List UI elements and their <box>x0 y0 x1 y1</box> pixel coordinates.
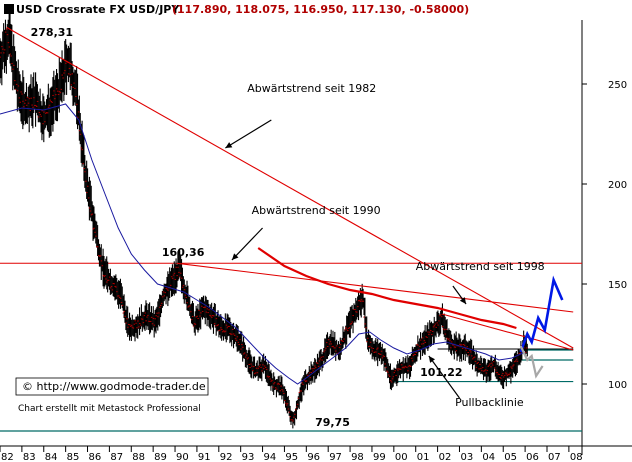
annotation-label: 79,75 <box>315 416 350 429</box>
y-tick-label: 100 <box>608 380 627 391</box>
credit-box <box>15 377 209 396</box>
y-tick-label: 150 <box>608 280 627 291</box>
moving-average-line <box>0 103 526 385</box>
x-tick-label: 05 <box>504 452 517 462</box>
software-credit: Chart erstellt mit Metastock Professiona… <box>18 404 201 414</box>
x-tick-label: 90 <box>176 452 189 462</box>
copyright-credit: © http://www.godmode-trader.de <box>22 380 206 393</box>
y-tick-label: 200 <box>608 180 627 191</box>
annotation-label: 101,22 <box>420 366 462 379</box>
x-tick-label: 95 <box>285 452 298 462</box>
annotation-label: Abwärtstrend seit 1998 <box>416 260 545 273</box>
annotation-label: Pullbacklinie <box>455 396 524 409</box>
x-tick-label: 01 <box>417 452 430 462</box>
title-values: (117.890, 118.075, 116.950, 117.130, -0.… <box>172 3 469 16</box>
x-tick-label: 91 <box>198 452 211 462</box>
x-tick-label: 88 <box>132 452 145 462</box>
x-tick-label: 97 <box>329 452 342 462</box>
x-tick-label: 02 <box>439 452 452 462</box>
x-tick-label: 96 <box>307 452 320 462</box>
annotation-arrow-line <box>225 119 272 149</box>
annotation-arrow-line <box>428 355 460 399</box>
x-tick-label: 04 <box>482 452 495 462</box>
annotation-arrow-head <box>459 297 467 304</box>
x-tick-label: 83 <box>23 452 36 462</box>
annotation-label: Abwärtstrend seit 1990 <box>252 204 381 217</box>
x-tick-label: 99 <box>373 452 386 462</box>
x-tick-label: 94 <box>264 452 277 462</box>
credits: © http://www.godmode-trader.de Chart ers… <box>15 377 209 414</box>
trendline <box>6 26 574 349</box>
title-swatch <box>4 4 14 14</box>
curved-resistance-line <box>257 247 517 330</box>
chart-title: USD Crossrate FX USD/JPY (117.890, 118.0… <box>4 3 469 16</box>
annotation-label: Abwärtstrend seit 1982 <box>247 82 376 95</box>
title-prefix: USD Crossrate FX USD/JPY <box>16 3 180 16</box>
trendline <box>177 262 574 313</box>
annotation-arrow-head <box>428 356 436 363</box>
y-tick-label: 250 <box>608 80 627 91</box>
annotation-arrow-line <box>231 227 263 261</box>
forecast-path <box>519 275 564 353</box>
x-tick-label: 84 <box>45 452 58 462</box>
x-tick-label: 82 <box>1 452 14 462</box>
x-tick-label: 98 <box>351 452 364 462</box>
x-tick-label: 03 <box>460 452 473 462</box>
x-tick-label: 07 <box>548 452 561 462</box>
annotation-label: 160,36 <box>162 246 205 259</box>
x-tick-label: 87 <box>110 452 123 462</box>
x-tick-label: 08 <box>570 452 583 462</box>
x-tick-label: 00 <box>395 452 408 462</box>
annotation-label: 278,31 <box>31 26 73 39</box>
x-tick-label: 93 <box>242 452 255 462</box>
trendline <box>441 313 574 351</box>
annotation-arrow-head <box>231 253 239 260</box>
x-tick-label: 86 <box>89 452 102 462</box>
annotation-arrow-head <box>225 142 233 148</box>
x-tick-label: 06 <box>526 452 539 462</box>
x-tick-label: 89 <box>154 452 167 462</box>
x-tick-label: 92 <box>220 452 233 462</box>
forecast-path <box>519 345 544 379</box>
x-tick-label: 85 <box>67 452 80 462</box>
